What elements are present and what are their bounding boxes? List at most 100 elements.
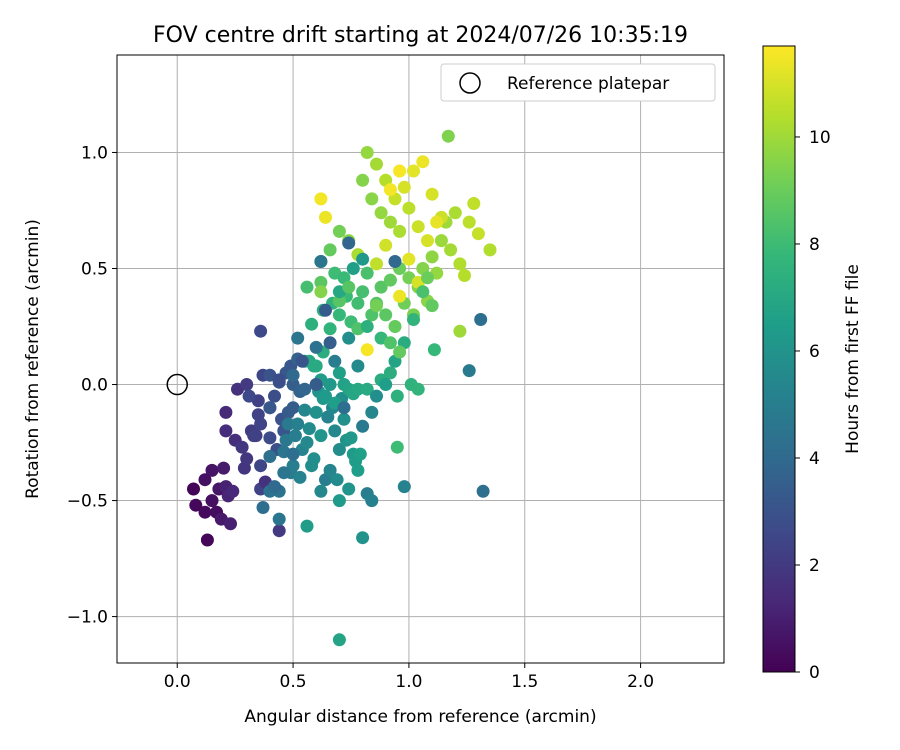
legend-label: Reference platepar [507, 74, 669, 94]
scatter-point [365, 405, 379, 419]
scatter-point [351, 296, 365, 310]
scatter-point [425, 187, 439, 201]
plot-area-frame [116, 54, 725, 664]
legend: Reference platepar [440, 63, 716, 102]
legend-marker-reference [459, 72, 481, 94]
scatter-point [453, 257, 467, 271]
scatter-point [187, 482, 200, 496]
scatter-point [393, 164, 407, 178]
scatter-point [383, 183, 397, 197]
scatter-point [189, 498, 203, 512]
scatter-point [434, 234, 448, 248]
scatter-point [198, 473, 212, 487]
scatter-point [298, 382, 312, 396]
colorbar-tick-label: 8 [809, 235, 820, 255]
x-tick-label: 0.0 [164, 672, 191, 692]
scatter-point [416, 155, 430, 169]
scatter-point [379, 238, 393, 252]
scatter-point [314, 285, 328, 299]
scatter-point [314, 275, 328, 289]
colorbar-tick-label: 10 [809, 128, 831, 148]
scatter-point [254, 324, 268, 338]
scatter-point [298, 403, 312, 417]
scatter-point [448, 206, 462, 220]
scatter-point [393, 345, 407, 359]
scatter-point [256, 501, 270, 514]
colorbar-tick-label: 0 [809, 663, 820, 683]
scatter-point [323, 243, 337, 257]
scatter-point [268, 389, 281, 403]
scatter-point [342, 331, 356, 345]
scatter-point [425, 250, 439, 264]
scatter-point [407, 164, 420, 178]
scatter-point [314, 429, 328, 443]
scatter-point [286, 401, 300, 415]
colorbar-tick-label: 2 [809, 556, 820, 576]
scatter-point [328, 354, 342, 368]
scatter-point [319, 303, 332, 317]
scatter-point [200, 533, 214, 547]
scatter-point [217, 461, 231, 475]
scatter-point [342, 280, 356, 294]
scatter-point [272, 524, 286, 538]
x-tick-label: 2.0 [627, 672, 654, 692]
scatter-point [397, 180, 411, 194]
colorbar-tick-label: 6 [809, 342, 820, 362]
scatter-point [323, 463, 337, 477]
scatter-point [219, 424, 233, 438]
scatter-point [379, 308, 393, 322]
scatter-point [272, 373, 286, 387]
scatter-point [374, 206, 388, 220]
scatter-point [226, 484, 240, 498]
scatter-point [302, 422, 316, 436]
scatter-point [370, 299, 383, 313]
scatter-point [441, 129, 455, 143]
y-axis-label: Rotation from reference (arcmin) [23, 219, 43, 499]
scatter-point [356, 419, 370, 433]
scatter-point [356, 173, 370, 187]
scatter-point [458, 269, 471, 282]
scatter-point [346, 262, 360, 275]
y-tick-label: 0.0 [81, 376, 108, 396]
scatter-point [383, 336, 397, 350]
scatter-point [295, 354, 309, 368]
scatter-point [332, 366, 346, 380]
scatter-point [330, 473, 344, 487]
scatter-point [402, 201, 416, 215]
scatter-point [272, 512, 286, 526]
scatter-point [342, 236, 356, 250]
scatter-point [314, 484, 328, 498]
scatter-point [288, 429, 302, 443]
scatter-point [332, 224, 346, 238]
scatter-point [286, 447, 300, 461]
scatter-point [390, 389, 404, 403]
y-axis-ticks: −1.0 −0.5 0.0 0.5 1.0 [67, 143, 117, 628]
scatter-point [374, 280, 388, 294]
scatter-point [383, 273, 397, 287]
scatter-point [421, 271, 434, 285]
scatter-point [388, 320, 402, 333]
scatter-point [254, 459, 268, 473]
scatter-point [314, 192, 328, 206]
y-tick-label: −0.5 [67, 492, 108, 512]
x-axis-label: Angular distance from reference (arcmin) [244, 707, 596, 727]
scatter-point [467, 197, 481, 210]
scatter-point [360, 146, 374, 159]
scatter-point [332, 633, 346, 647]
scatter-point [370, 257, 383, 271]
scatter-point [360, 266, 374, 280]
scatter-point [309, 378, 323, 391]
scatter-point [300, 436, 314, 449]
scatter-point [242, 389, 256, 403]
colorbar-label: Hours from first FF file [843, 264, 863, 454]
scatter-point [390, 440, 404, 454]
scatter-point [393, 289, 407, 303]
scatter-point [332, 308, 346, 322]
x-tick-label: 1.5 [511, 672, 538, 692]
scatter-point [305, 317, 319, 331]
scatter-point [421, 234, 434, 248]
scatter-point [483, 243, 497, 257]
scatter-point [319, 389, 332, 403]
scatter-point [293, 470, 307, 484]
